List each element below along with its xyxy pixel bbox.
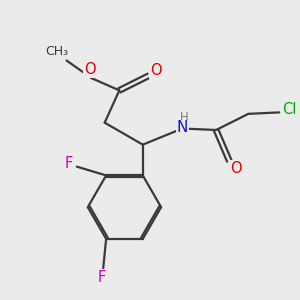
Text: O: O xyxy=(84,62,96,77)
Text: Cl: Cl xyxy=(282,102,297,117)
Text: O: O xyxy=(230,160,242,175)
Text: CH₃: CH₃ xyxy=(46,45,69,58)
Text: N: N xyxy=(177,120,188,135)
Text: F: F xyxy=(98,269,106,284)
Text: H: H xyxy=(179,111,188,124)
Text: O: O xyxy=(150,63,162,78)
Text: F: F xyxy=(64,156,73,171)
